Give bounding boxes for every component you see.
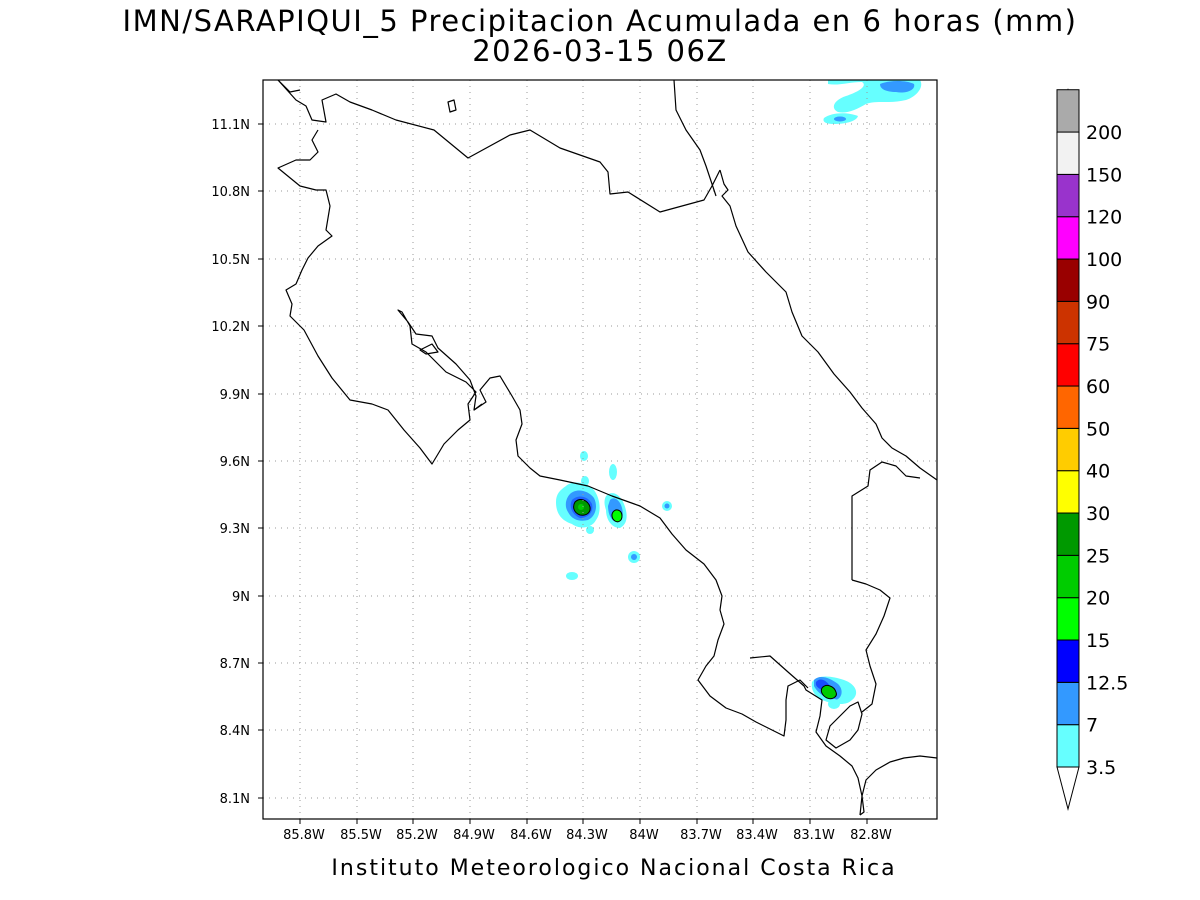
colorbar-swatch [1056, 639, 1080, 683]
map-valid-time: 2026-03-15 06Z [472, 34, 728, 68]
lat-label: 9.9N [220, 388, 250, 403]
colorbar-swatch [1056, 343, 1080, 387]
lat-label: 8.7N [220, 657, 250, 672]
credit-line: Instituto Meteorologico Nacional Costa R… [331, 856, 897, 881]
colorbar-level-label: 120 [1086, 207, 1122, 229]
colorbar-level-label: 90 [1086, 291, 1110, 313]
precip-area-7 [834, 116, 846, 122]
panama-border-south [851, 579, 891, 713]
osa-peninsula-coast [749, 655, 865, 816]
precip-area-7 [880, 81, 915, 93]
colorbar-level-label: 30 [1086, 503, 1110, 525]
lat-label: 8.4N [220, 724, 250, 739]
lon-label: 85.8W [283, 828, 325, 843]
lat-label: 9.6N [220, 455, 250, 470]
lake-arenal [419, 343, 439, 355]
colorbar-swatch [1056, 385, 1080, 429]
colorbar-level-label: 40 [1086, 461, 1110, 483]
gulf-of-nicoya-coast [473, 375, 809, 737]
colorbar-swatch [1056, 724, 1080, 768]
precip-area-3.5 [828, 699, 840, 709]
colorbar-swatch [1056, 258, 1080, 302]
lon-label: 82.8W [850, 828, 892, 843]
precip-area-3.5 [609, 464, 617, 480]
map-gridlines [263, 80, 937, 819]
lat-label: 9N [232, 590, 250, 605]
golfito-bay [825, 701, 863, 749]
colorbar-level-label: 60 [1086, 376, 1110, 398]
axis-ticks [258, 123, 868, 824]
longitude-labels: 85.8W 85.5W 85.2W 84.9W 84.6W 84.3W 84W … [283, 828, 892, 843]
colorbar-level-label: 150 [1086, 164, 1122, 186]
lon-label: 83.4W [736, 828, 778, 843]
lon-label: 83.1W [793, 828, 835, 843]
lon-label: 83.7W [680, 828, 722, 843]
colorbar-level-label: 200 [1086, 122, 1122, 144]
colorbar-level-label: 100 [1086, 249, 1122, 271]
colorbar-level-label: 3.5 [1086, 757, 1116, 779]
island-marker [447, 99, 457, 113]
precip-area-7 [631, 554, 637, 560]
lat-label: 8.1N [220, 792, 250, 807]
precip-area-20 [820, 684, 837, 700]
colorbar-swatch [1056, 681, 1080, 726]
lat-label: 10.2N [211, 320, 250, 335]
colorbar-swatch [1056, 597, 1080, 641]
colorbar-swatch [1056, 512, 1080, 556]
colorbar-level-label: 7 [1086, 715, 1098, 737]
colorbar-swatch [1056, 427, 1080, 472]
colorbar: 3.5 7 12.5 15 20 25 30 40 50 60 75 90 100 120 150 200 [1056, 88, 1128, 811]
colorbar-level-label: 12.5 [1086, 672, 1128, 694]
precip-area-3.5 [581, 476, 589, 486]
colorbar-swatch [1056, 554, 1080, 599]
lat-label: 11.1N [211, 118, 250, 133]
nicaragua-coast [277, 79, 301, 93]
lon-label: 84W [629, 828, 659, 843]
panama-border-north [851, 461, 921, 580]
lon-label: 84.3W [566, 828, 608, 843]
lon-label: 84.6W [510, 828, 552, 843]
latitude-labels: 11.1N 10.8N 10.5N 10.2N 9.9N 9.6N 9.3N 9… [211, 118, 250, 807]
caribbean-coast [719, 169, 938, 481]
precipitation-layer [556, 80, 922, 709]
pacific-coast-nicoya [277, 129, 483, 465]
colorbar-level-label: 25 [1086, 545, 1110, 567]
colorbar-lower-arrow [1056, 766, 1080, 811]
panama-border [859, 755, 938, 816]
precip-area-3.5 [586, 526, 594, 534]
coastline-layer [277, 79, 938, 816]
colorbar-swatch [1056, 300, 1080, 345]
colorbar-swatch [1056, 131, 1080, 175]
lon-label: 85.5W [340, 828, 382, 843]
lon-label: 84.9W [453, 828, 495, 843]
lat-label: 9.3N [220, 522, 250, 537]
colorbar-swatch [1056, 173, 1080, 218]
colorbar-swatch [1056, 216, 1080, 260]
northern-border-segment [673, 79, 717, 197]
lat-label: 10.8N [211, 185, 250, 200]
map-title: IMN/SARAPIQUI_5 Precipitacion Acumulada … [122, 4, 1078, 38]
precip-area-20 [578, 504, 584, 510]
nicaragua-lake-shore [277, 79, 721, 213]
map-frame [262, 79, 938, 820]
colorbar-level-label: 15 [1086, 630, 1110, 652]
precip-area-3.5 [566, 572, 578, 580]
colorbar-swatch [1056, 470, 1080, 514]
colorbar-level-label: 20 [1086, 588, 1110, 610]
colorbar-swatch [1056, 89, 1080, 133]
lat-label: 10.5N [211, 253, 250, 268]
precip-area-7 [664, 503, 670, 509]
precip-area-20 [611, 509, 623, 523]
colorbar-level-label: 50 [1086, 418, 1110, 440]
colorbar-level-label: 75 [1086, 334, 1110, 356]
precip-area-3.5 [580, 451, 588, 461]
lon-label: 85.2W [396, 828, 438, 843]
